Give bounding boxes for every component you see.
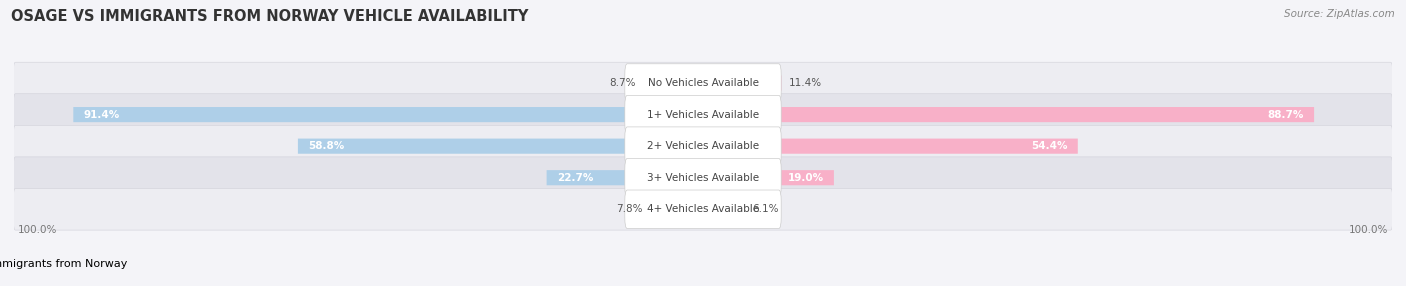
FancyBboxPatch shape <box>14 94 1392 136</box>
FancyBboxPatch shape <box>298 139 703 154</box>
Text: 7.8%: 7.8% <box>616 204 643 214</box>
Text: No Vehicles Available: No Vehicles Available <box>648 78 758 88</box>
FancyBboxPatch shape <box>14 157 1392 198</box>
FancyBboxPatch shape <box>14 125 1392 167</box>
Text: 4+ Vehicles Available: 4+ Vehicles Available <box>647 204 759 214</box>
Text: 8.7%: 8.7% <box>610 78 636 88</box>
FancyBboxPatch shape <box>643 76 703 91</box>
Text: 11.4%: 11.4% <box>789 78 821 88</box>
FancyBboxPatch shape <box>624 158 782 197</box>
Text: 58.8%: 58.8% <box>308 141 344 151</box>
FancyBboxPatch shape <box>547 170 703 185</box>
Text: 54.4%: 54.4% <box>1031 141 1067 151</box>
Text: 100.0%: 100.0% <box>17 225 56 235</box>
FancyBboxPatch shape <box>73 107 703 122</box>
Text: Source: ZipAtlas.com: Source: ZipAtlas.com <box>1284 9 1395 19</box>
Text: 3+ Vehicles Available: 3+ Vehicles Available <box>647 173 759 183</box>
Text: 100.0%: 100.0% <box>1350 225 1389 235</box>
Text: 91.4%: 91.4% <box>83 110 120 120</box>
FancyBboxPatch shape <box>703 76 782 91</box>
Text: 6.1%: 6.1% <box>752 204 779 214</box>
FancyBboxPatch shape <box>703 107 1315 122</box>
Legend: Osage, Immigrants from Norway: Osage, Immigrants from Norway <box>0 259 127 269</box>
FancyBboxPatch shape <box>703 139 1078 154</box>
Text: OSAGE VS IMMIGRANTS FROM NORWAY VEHICLE AVAILABILITY: OSAGE VS IMMIGRANTS FROM NORWAY VEHICLE … <box>11 9 529 23</box>
FancyBboxPatch shape <box>624 95 782 134</box>
FancyBboxPatch shape <box>703 170 834 185</box>
Text: 88.7%: 88.7% <box>1267 110 1303 120</box>
FancyBboxPatch shape <box>650 202 703 217</box>
Text: 1+ Vehicles Available: 1+ Vehicles Available <box>647 110 759 120</box>
Text: 2+ Vehicles Available: 2+ Vehicles Available <box>647 141 759 151</box>
FancyBboxPatch shape <box>624 190 782 229</box>
FancyBboxPatch shape <box>14 62 1392 104</box>
FancyBboxPatch shape <box>703 202 745 217</box>
Text: 19.0%: 19.0% <box>787 173 824 183</box>
FancyBboxPatch shape <box>624 127 782 165</box>
Text: 22.7%: 22.7% <box>557 173 593 183</box>
FancyBboxPatch shape <box>14 188 1392 230</box>
FancyBboxPatch shape <box>624 64 782 102</box>
